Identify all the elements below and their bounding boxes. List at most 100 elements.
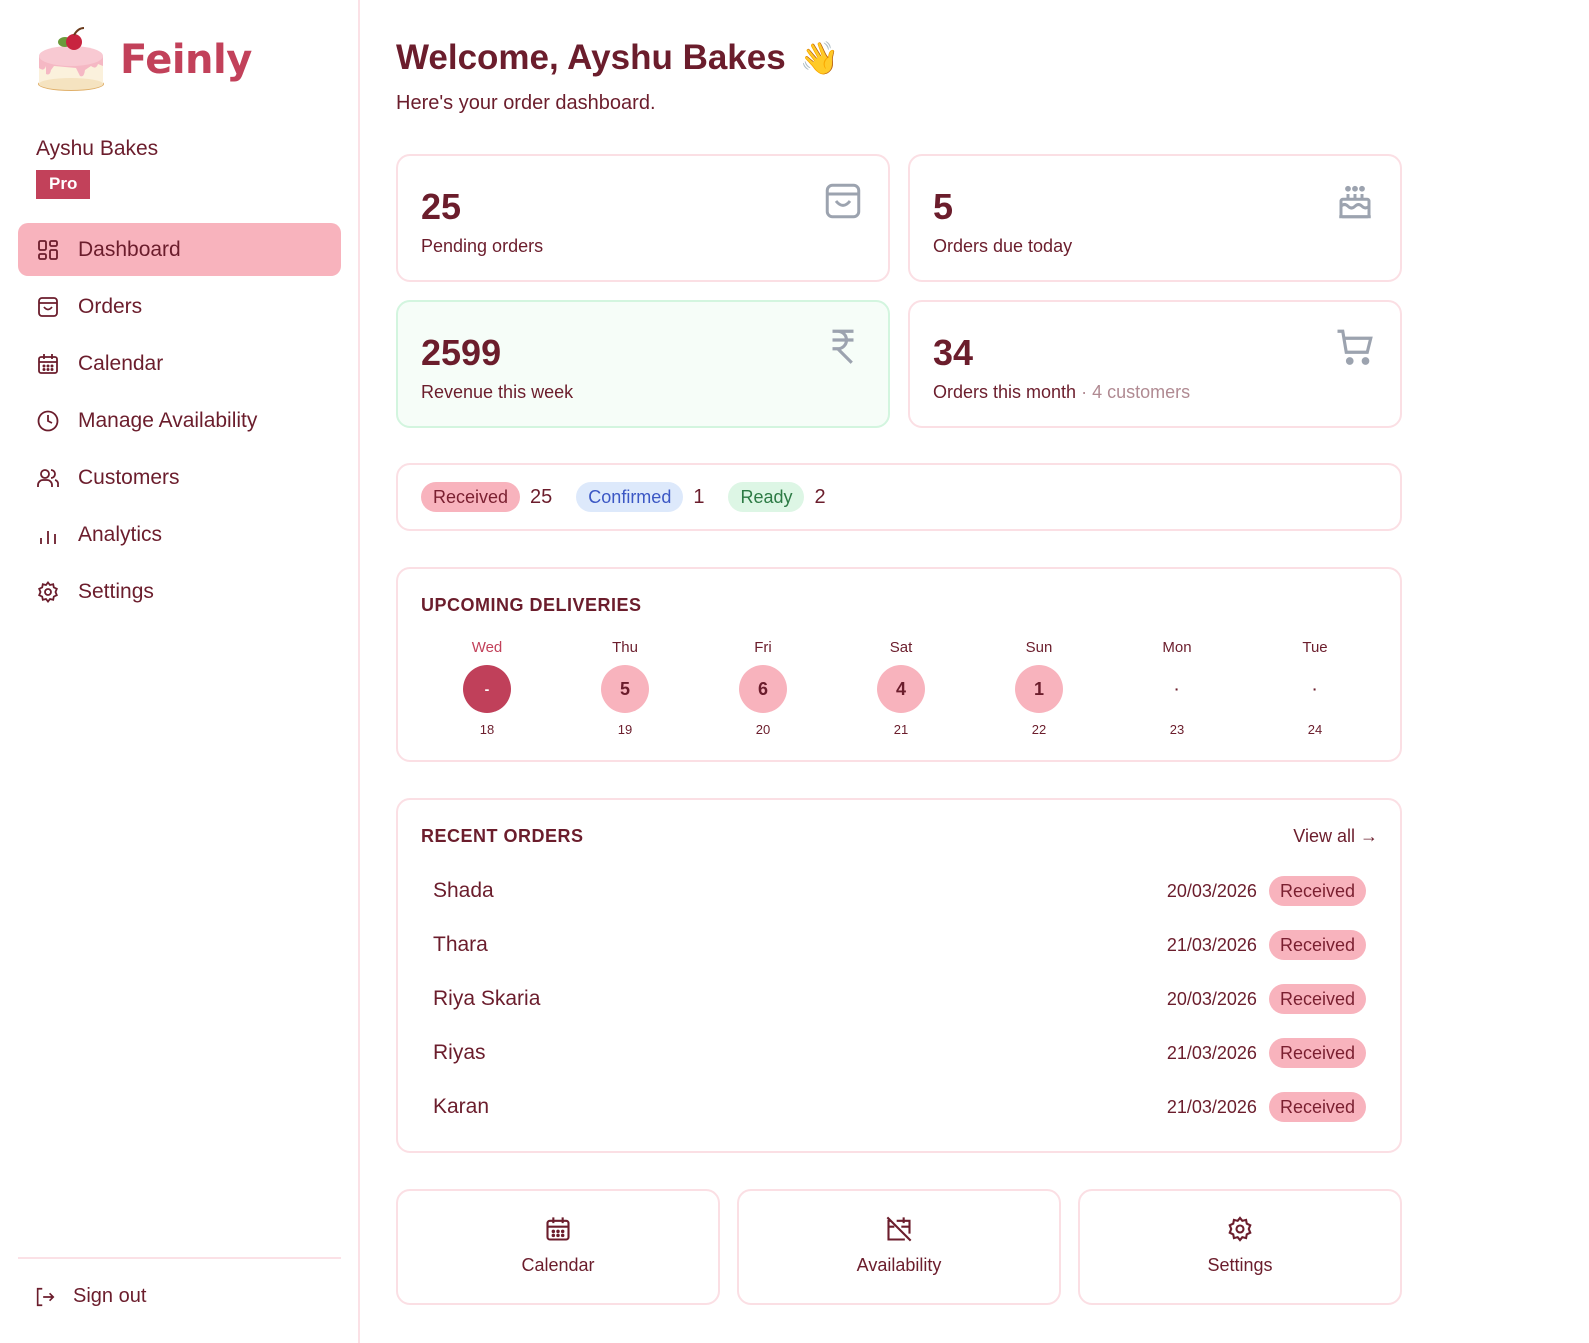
bar-chart-icon bbox=[40, 530, 56, 544]
calendar-icon bbox=[38, 353, 58, 374]
brand-name: Feinly bbox=[120, 37, 252, 83]
day-sun[interactable]: Sun 1 22 bbox=[970, 639, 1108, 737]
section-title: UPCOMING DELIVERIES bbox=[421, 595, 642, 615]
status-badge: Received bbox=[1268, 1092, 1366, 1122]
status-count: 25 bbox=[530, 485, 553, 508]
users-icon bbox=[37, 468, 60, 487]
order-date: 21/03/2026 bbox=[1166, 1042, 1257, 1063]
sign-out-button[interactable]: Sign out bbox=[34, 1285, 146, 1308]
status-pill-confirmed[interactable]: Confirmed bbox=[576, 482, 684, 512]
order-row[interactable]: Riyas 21/03/2026 Received bbox=[418, 1026, 1366, 1080]
day-date: 19 bbox=[617, 722, 633, 737]
stat-value: 5 bbox=[933, 186, 954, 227]
order-date: 20/03/2026 bbox=[1166, 880, 1257, 901]
view-all-link[interactable]: View all → bbox=[1293, 826, 1378, 846]
sidebar-item-label: Dashboard bbox=[78, 237, 181, 261]
sidebar-item-manage-availability[interactable]: Manage Availability bbox=[18, 394, 341, 447]
cart-icon bbox=[1337, 329, 1373, 365]
day-name: Sat bbox=[889, 639, 913, 656]
stat-card-pending-orders[interactable]: 25 Pending orders bbox=[396, 154, 890, 282]
sidebar-item-label: Analytics bbox=[78, 522, 163, 546]
gear-icon bbox=[1228, 1216, 1252, 1242]
sidebar-item-label: Calendar bbox=[78, 351, 164, 375]
stat-label: Orders due today bbox=[933, 236, 1073, 256]
plan-badge: Pro bbox=[36, 170, 91, 199]
day-thu[interactable]: Thu 5 19 bbox=[556, 639, 694, 737]
quick-link-label: Availability bbox=[856, 1255, 942, 1275]
day-count: · bbox=[1174, 681, 1180, 697]
stat-value: 25 bbox=[421, 186, 462, 227]
sign-out-icon bbox=[36, 1287, 55, 1306]
sidebar-item-settings[interactable]: Settings bbox=[18, 565, 341, 618]
stat-label: Revenue this week bbox=[421, 382, 574, 402]
order-row[interactable]: Shada 20/03/2026 Received bbox=[418, 864, 1366, 918]
brand-logo[interactable]: Feinly bbox=[36, 26, 252, 94]
day-name: Tue bbox=[1302, 639, 1328, 656]
cake-icon bbox=[1339, 185, 1371, 219]
sidebar-item-customers[interactable]: Customers bbox=[18, 451, 341, 504]
day-date: 20 bbox=[755, 722, 771, 737]
day-count: - bbox=[463, 665, 511, 713]
quick-link-label: Settings bbox=[1207, 1255, 1273, 1275]
recent-orders-card: RECENT ORDERS View all → Shada 20/03/202… bbox=[396, 798, 1402, 1153]
sign-out-label: Sign out bbox=[73, 1285, 147, 1307]
status-summary: Received 25 Confirmed 1 Ready 2 bbox=[396, 463, 1402, 531]
stat-card-revenue-this-week[interactable]: 2599 Revenue this week bbox=[396, 300, 890, 428]
day-count: 4 bbox=[877, 665, 925, 713]
sidebar-item-orders[interactable]: Orders bbox=[18, 280, 341, 333]
shopping-bag-icon bbox=[825, 183, 861, 219]
status-badge: Received bbox=[1268, 1038, 1366, 1068]
quick-link-label: Calendar bbox=[521, 1255, 595, 1275]
waving-hand-icon: 👋 bbox=[799, 40, 840, 76]
page-subtitle: Here's your order dashboard. bbox=[396, 92, 656, 114]
day-fri[interactable]: Fri 6 20 bbox=[694, 639, 832, 737]
dashboard-grid-icon bbox=[38, 239, 58, 260]
status-badge: Received bbox=[1268, 876, 1366, 906]
customer-name: Shada bbox=[433, 879, 494, 902]
quick-link-availability[interactable]: Availability bbox=[737, 1189, 1061, 1305]
status-pill-received[interactable]: Received bbox=[421, 482, 521, 512]
stat-value: 2599 bbox=[421, 332, 502, 373]
sidebar-item-dashboard[interactable]: Dashboard bbox=[18, 223, 341, 276]
day-name: Thu bbox=[612, 639, 638, 656]
day-mon[interactable]: Mon · 23 bbox=[1108, 639, 1246, 737]
sidebar-divider bbox=[18, 1257, 341, 1259]
section-title: RECENT ORDERS bbox=[421, 826, 584, 846]
day-name: Mon bbox=[1162, 639, 1192, 656]
rupee-icon bbox=[832, 329, 854, 364]
sidebar: Feinly Ayshu Bakes Pro Dashboard Orders … bbox=[0, 0, 360, 1343]
day-wed[interactable]: Wed - 18 bbox=[418, 639, 556, 737]
order-row[interactable]: Riya Skaria 20/03/2026 Received bbox=[418, 972, 1366, 1026]
welcome-text: Welcome, Ayshu Bakes bbox=[396, 38, 786, 77]
sidebar-item-analytics[interactable]: Analytics bbox=[18, 508, 341, 561]
customers-count: · 4 customers bbox=[1081, 382, 1191, 402]
stat-label: Orders this month · 4 customers bbox=[933, 382, 1190, 403]
order-row[interactable]: Thara 21/03/2026 Received bbox=[418, 918, 1366, 972]
order-row[interactable]: Karan 21/03/2026 Received bbox=[418, 1080, 1366, 1134]
sidebar-item-label: Customers bbox=[78, 465, 180, 489]
sidebar-item-label: Orders bbox=[78, 294, 143, 318]
status-pill-ready[interactable]: Ready bbox=[728, 482, 805, 512]
status-count: 1 bbox=[693, 485, 705, 508]
quick-link-settings[interactable]: Settings bbox=[1078, 1189, 1402, 1305]
day-date: 21 bbox=[893, 722, 909, 737]
stat-card-orders-this-month[interactable]: 34 Orders this month · 4 customers bbox=[908, 300, 1402, 428]
stat-label-text: Orders this month bbox=[933, 382, 1077, 402]
order-date: 21/03/2026 bbox=[1166, 1096, 1257, 1117]
orders-list: Shada 20/03/2026 Received Thara 21/03/20… bbox=[418, 864, 1366, 1134]
gear-icon bbox=[38, 580, 58, 603]
day-name: Sun bbox=[1025, 639, 1053, 656]
day-strip: Wed - 18 Thu 5 19 Fri 6 20 Sat 4 21 Sun bbox=[418, 639, 1384, 737]
calendar-off-icon bbox=[886, 1216, 912, 1242]
day-tue[interactable]: Tue · 24 bbox=[1246, 639, 1384, 737]
customer-name: Riyas bbox=[433, 1041, 486, 1064]
day-sat[interactable]: Sat 4 21 bbox=[832, 639, 970, 737]
day-count: · bbox=[1312, 681, 1318, 697]
stat-card-orders-due-today[interactable]: 5 Orders due today bbox=[908, 154, 1402, 282]
status-count: 2 bbox=[814, 485, 826, 508]
day-name: Wed bbox=[471, 639, 503, 656]
shopping-bag-icon bbox=[38, 296, 58, 317]
sidebar-item-calendar[interactable]: Calendar bbox=[18, 337, 341, 390]
quick-link-calendar[interactable]: Calendar bbox=[396, 1189, 720, 1305]
sidebar-item-label: Manage Availability bbox=[78, 408, 258, 432]
